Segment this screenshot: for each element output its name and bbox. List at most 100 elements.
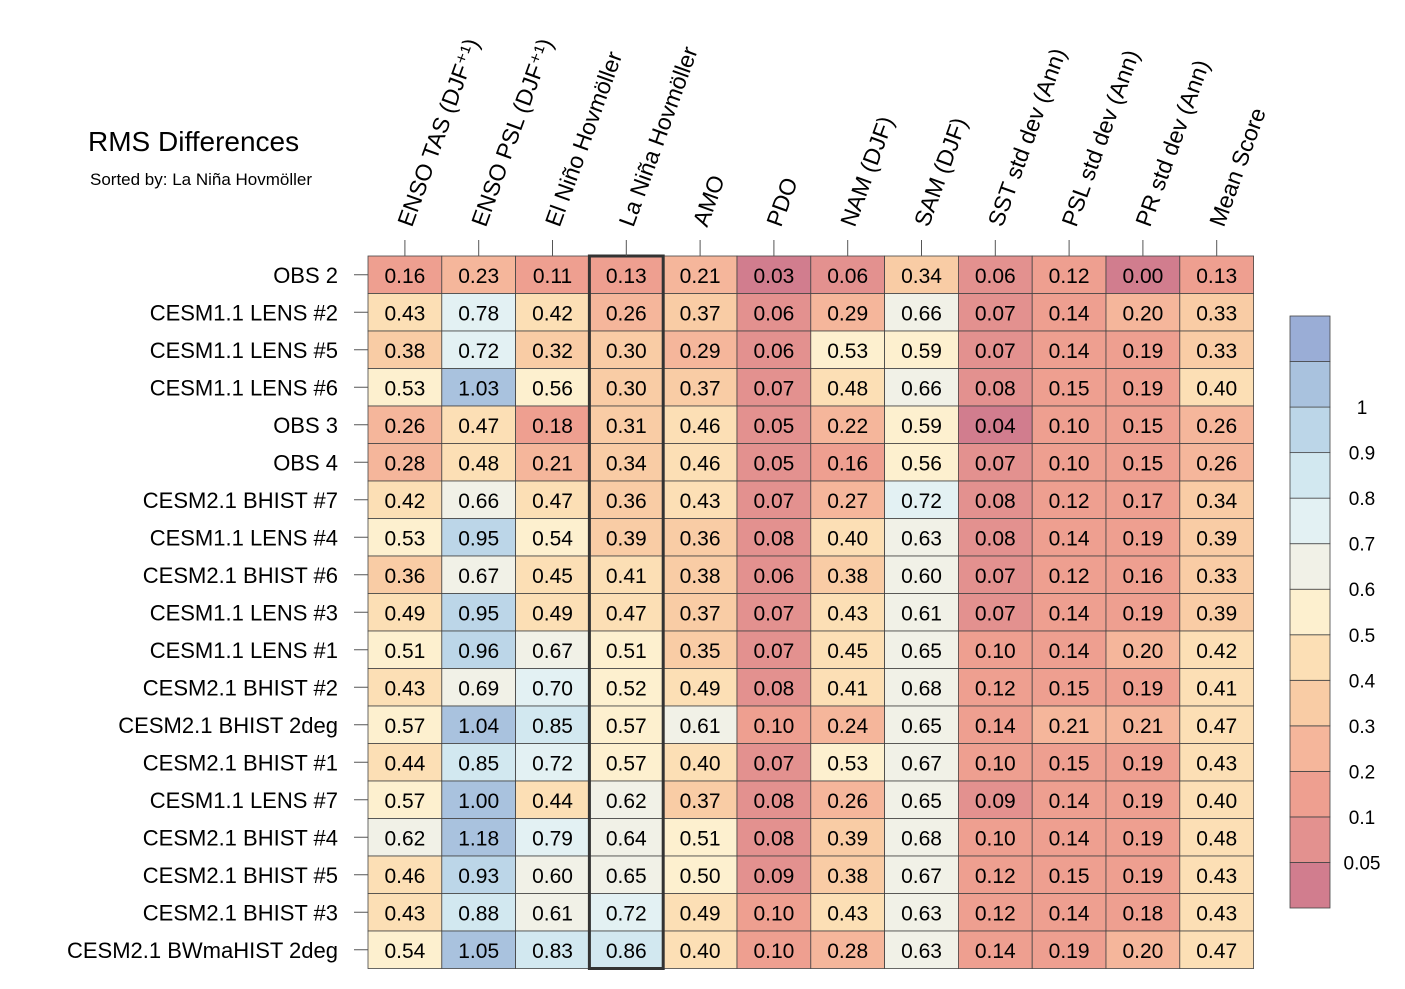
cell-value-label: 0.07 [753, 752, 794, 775]
cell-value-label: 0.26 [384, 415, 425, 438]
cell-value-label: 0.10 [753, 715, 794, 738]
cell-value-label: 0.07 [753, 640, 794, 663]
heatmap-cell [662, 668, 738, 707]
heatmap-cell [884, 593, 959, 632]
cell-value-label: 1.05 [458, 940, 499, 963]
heatmap-cell [367, 705, 443, 744]
heatmap-cell [1031, 705, 1107, 744]
cell-value-label: 0.38 [384, 340, 425, 363]
cell-value-label: 0.37 [680, 602, 721, 625]
heatmap-cell [884, 743, 959, 782]
cell-value-label: 0.14 [975, 715, 1016, 738]
heatmap-cell [589, 743, 664, 782]
heatmap-cell [1105, 368, 1181, 407]
cell-value-label: 0.26 [827, 790, 868, 813]
row-label: CESM2.1 BHIST #7 [143, 488, 338, 513]
row-label: OBS 2 [273, 263, 338, 288]
heatmap-cell [1031, 518, 1107, 557]
heatmap-cell [441, 330, 516, 369]
heatmap-cell [589, 330, 664, 369]
cell-value-label: 0.31 [606, 415, 647, 438]
cell-value-label: 0.15 [1049, 377, 1090, 400]
cell-value-label: 0.05 [753, 415, 794, 438]
cell-value-label: 0.57 [384, 715, 425, 738]
heatmap-cell [441, 593, 516, 632]
cell-value-label: 0.34 [606, 452, 647, 475]
column-label: ENSO TAS (DJF⁺¹) [392, 35, 484, 230]
row-label: OBS 4 [273, 450, 338, 475]
colorbar-swatch [1289, 315, 1331, 362]
cell-value-label: 1.04 [458, 715, 499, 738]
heatmap-cell [515, 480, 590, 519]
cell-value-label: 0.61 [532, 902, 573, 925]
heatmap-cell [1179, 668, 1255, 707]
cell-value-label: 0.28 [384, 452, 425, 475]
heatmap-cell [1179, 630, 1255, 669]
cell-value-label: 0.63 [901, 527, 942, 550]
cell-value-label: 0.30 [606, 377, 647, 400]
cell-value-label: 0.95 [458, 602, 499, 625]
cell-value-label: 0.10 [1049, 415, 1090, 438]
cell-value-label: 0.13 [1196, 265, 1237, 288]
cell-value-label: 0.30 [606, 340, 647, 363]
colorbar-label: 0.3 [1349, 717, 1375, 738]
cell-value-label: 0.21 [1049, 715, 1090, 738]
cell-value-label: 0.93 [458, 865, 499, 888]
heatmap-cell [662, 893, 738, 932]
cell-value-label: 0.07 [975, 452, 1016, 475]
heatmap-cell [1105, 518, 1181, 557]
heatmap-cell [515, 518, 590, 557]
row-label: CESM2.1 BHIST #1 [143, 750, 338, 775]
cell-value-label: 0.12 [1049, 565, 1090, 588]
cell-value-label: 0.44 [384, 752, 425, 775]
cell-value-label: 0.85 [532, 715, 573, 738]
cell-value-label: 0.72 [606, 902, 647, 925]
cell-value-label: 0.07 [753, 377, 794, 400]
cell-value-label: 0.08 [753, 827, 794, 850]
cell-value-label: 0.65 [901, 640, 942, 663]
cell-value-label: 0.07 [753, 602, 794, 625]
cell-value-label: 0.10 [975, 640, 1016, 663]
heatmap-cell [736, 893, 812, 932]
cell-value-label: 0.43 [384, 677, 425, 700]
heatmap-cell [810, 855, 885, 894]
cell-value-label: 0.12 [1049, 490, 1090, 513]
chart-title: RMS Differences [88, 126, 300, 157]
heatmap-cell [1179, 930, 1255, 969]
cell-value-label: 0.20 [1122, 302, 1163, 325]
colorbar-label: 0.5 [1349, 626, 1375, 647]
colorbar-label: 0.9 [1349, 444, 1375, 465]
cell-value-label: 0.53 [384, 377, 425, 400]
heatmap-cell [515, 743, 590, 782]
heatmap-cell [958, 893, 1033, 932]
colorbar-swatch [1289, 406, 1331, 454]
row-label: CESM2.1 BHIST #2 [143, 675, 338, 700]
heatmap-cell [810, 330, 885, 369]
cell-value-label: 0.19 [1049, 940, 1090, 963]
cell-value-label: 0.65 [901, 715, 942, 738]
heatmap-cell [958, 443, 1033, 482]
column-label: PR std dev (Ann) [1130, 56, 1214, 229]
cell-value-label: 0.41 [827, 677, 868, 700]
heatmap-cell [515, 630, 590, 669]
heatmap-cell [515, 405, 590, 444]
cell-value-label: 0.06 [753, 302, 794, 325]
heatmap-cell [810, 780, 885, 819]
cell-value-label: 0.49 [532, 602, 573, 625]
heatmap-cell [884, 518, 959, 557]
heatmap-cell [441, 480, 516, 519]
heatmap-cell [441, 518, 516, 557]
heatmap-cell [958, 780, 1033, 819]
colorbar-swatch [1289, 543, 1331, 590]
cell-value-label: 0.19 [1122, 865, 1163, 888]
cell-value-label: 0.22 [827, 415, 868, 438]
cell-value-label: 0.40 [680, 940, 721, 963]
heatmap-cell [736, 630, 812, 669]
colorbar-swatch [1289, 679, 1331, 727]
cell-value-label: 0.96 [458, 640, 499, 663]
cell-value-label: 0.63 [901, 902, 942, 925]
cell-value-label: 0.12 [975, 865, 1016, 888]
cell-value-label: 0.33 [1196, 565, 1237, 588]
cell-value-label: 0.43 [827, 602, 868, 625]
cell-value-label: 0.40 [1196, 377, 1237, 400]
